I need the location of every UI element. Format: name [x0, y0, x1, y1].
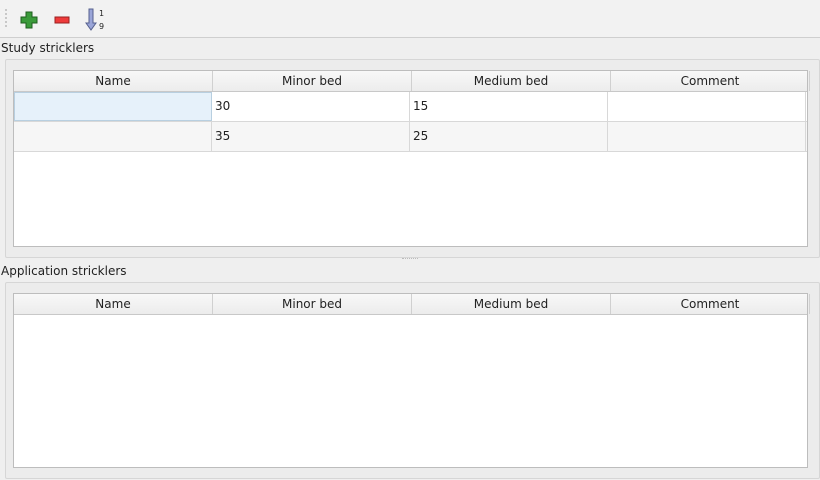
column-header-medium-bed[interactable]: Medium bed — [412, 294, 611, 314]
splitter-handle[interactable] — [402, 258, 418, 261]
add-button[interactable] — [17, 7, 41, 31]
table-header: Name Minor bed Medium bed Comment — [14, 71, 810, 92]
column-header-name[interactable]: Name — [14, 294, 213, 314]
study-stricklers-table[interactable]: Name Minor bed Medium bed Comment 30 15 … — [13, 70, 810, 247]
cell-medium-bed[interactable]: 25 — [410, 122, 608, 151]
cell-name[interactable] — [14, 92, 212, 121]
cell-minor-bed[interactable]: 30 — [212, 92, 410, 121]
table-row[interactable]: 30 15 — [14, 92, 807, 122]
svg-text:1: 1 — [99, 9, 104, 18]
study-stricklers-label: Study stricklers — [1, 41, 95, 55]
column-header-name[interactable]: Name — [14, 71, 213, 91]
table-row[interactable]: 35 25 — [14, 122, 807, 152]
study-stricklers-group: Name Minor bed Medium bed Comment 30 15 … — [5, 59, 820, 258]
column-header-comment[interactable]: Comment — [611, 294, 810, 314]
table-header: Name Minor bed Medium bed Comment — [14, 294, 810, 315]
minus-icon — [54, 16, 70, 24]
column-header-minor-bed[interactable]: Minor bed — [213, 71, 412, 91]
column-header-minor-bed[interactable]: Minor bed — [213, 294, 412, 314]
column-header-comment[interactable]: Comment — [611, 71, 810, 91]
plus-icon — [20, 11, 38, 29]
cell-comment[interactable] — [608, 92, 806, 121]
toolbar-grip[interactable] — [5, 9, 10, 27]
cell-name[interactable] — [14, 122, 212, 151]
column-header-medium-bed[interactable]: Medium bed — [412, 71, 611, 91]
svg-text:9: 9 — [99, 22, 104, 31]
remove-button[interactable] — [50, 7, 74, 31]
cell-medium-bed[interactable]: 15 — [410, 92, 608, 121]
cell-comment[interactable] — [608, 122, 806, 151]
application-stricklers-label: Application stricklers — [1, 264, 127, 278]
application-stricklers-group: Name Minor bed Medium bed Comment — [5, 282, 820, 479]
application-stricklers-table[interactable]: Name Minor bed Medium bed Comment — [13, 293, 810, 468]
sort-numeric-icon: 19 — [85, 8, 104, 31]
cell-minor-bed[interactable]: 35 — [212, 122, 410, 151]
